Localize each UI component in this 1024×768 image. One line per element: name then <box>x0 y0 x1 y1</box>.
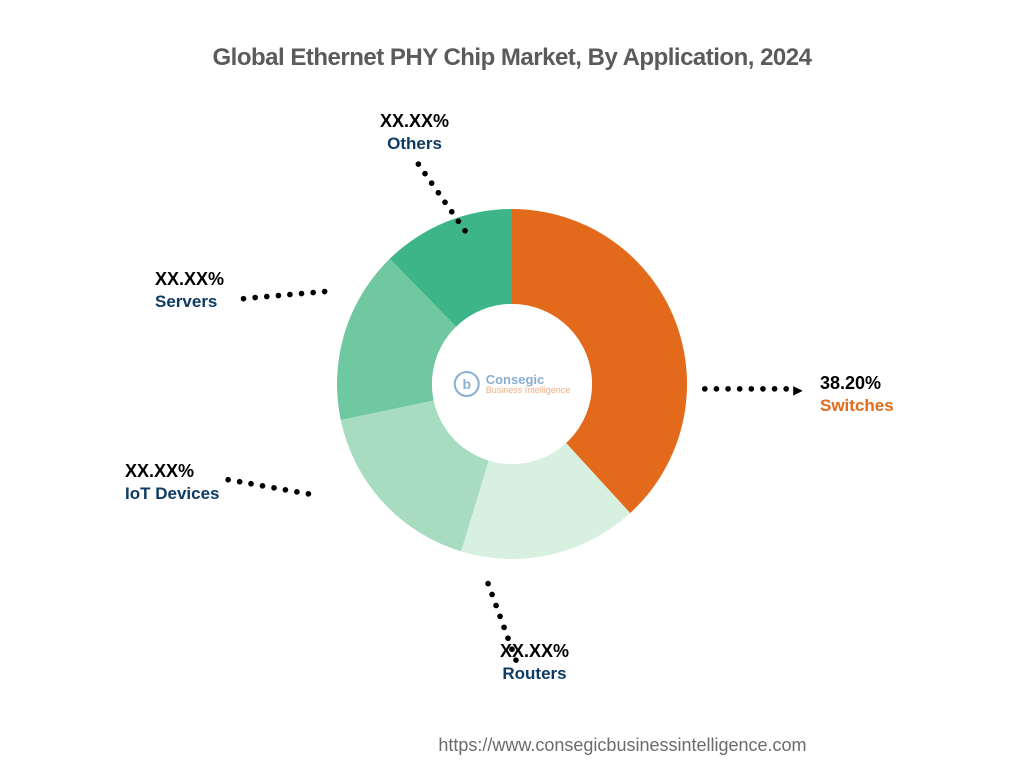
label-others-pct: XX.XX% <box>380 110 449 133</box>
label-iot: XX.XX% IoT Devices <box>125 460 220 504</box>
chart-container: Global Ethernet PHY Chip Market, By Appl… <box>0 0 1024 768</box>
leader-iot: •••••••• <box>222 470 317 505</box>
chart-title: Global Ethernet PHY Chip Market, By Appl… <box>0 44 1024 72</box>
label-others: XX.XX% Others <box>380 110 449 154</box>
label-switches: 38.20% Switches <box>820 372 894 416</box>
label-others-name: Others <box>380 133 449 154</box>
leader-servers: •••••••• <box>238 282 332 309</box>
donut-chart: b Consegic Business Intelligence <box>332 204 692 564</box>
label-servers-name: Servers <box>155 291 224 312</box>
brand-mark-icon: b <box>454 371 480 397</box>
label-switches-pct: 38.20% <box>820 372 894 395</box>
label-routers: XX.XX% Routers <box>500 640 569 684</box>
footer-url: https://www.consegicbusinessintelligence… <box>438 735 806 756</box>
arrow-right-icon: ▶ <box>793 380 805 399</box>
label-routers-name: Routers <box>500 663 569 684</box>
label-iot-pct: XX.XX% <box>125 460 220 483</box>
label-iot-name: IoT Devices <box>125 483 220 504</box>
label-routers-pct: XX.XX% <box>500 640 569 663</box>
label-switches-name: Switches <box>820 395 894 416</box>
label-servers: XX.XX% Servers <box>155 268 224 312</box>
brand-subtitle: Business Intelligence <box>486 386 571 395</box>
center-brand-logo: b Consegic Business Intelligence <box>454 371 571 397</box>
label-servers-pct: XX.XX% <box>155 268 224 291</box>
leader-switches: ••••••••▶ <box>700 380 805 399</box>
